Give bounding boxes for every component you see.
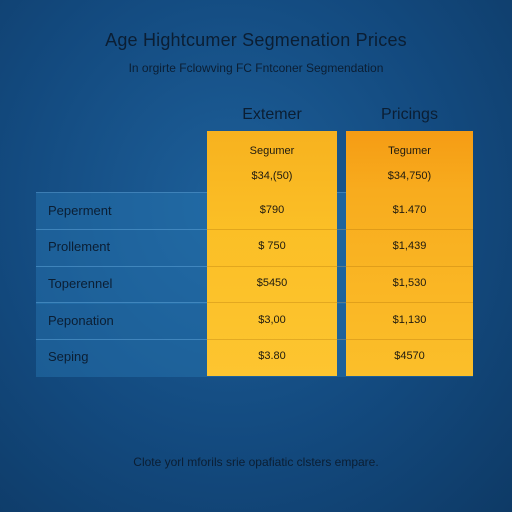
cell-a: $ 750 xyxy=(258,240,286,252)
column-header-extemer: Extemer xyxy=(242,106,302,123)
cell-b: $1,130 xyxy=(392,314,427,326)
subvalue-b: $34,750) xyxy=(387,170,432,182)
subheader-a: Segumer xyxy=(249,145,295,157)
row-label: Peponation xyxy=(48,313,114,328)
column-header-pricings: Pricings xyxy=(381,106,438,123)
row-divider xyxy=(207,266,473,267)
page-subtitle: In orgirte Fclowving FC Fntconer Segmend… xyxy=(128,61,384,75)
subheader-b: Tegumer xyxy=(388,145,431,157)
cell-a: $5450 xyxy=(256,277,288,289)
cell-b: $1.470 xyxy=(392,204,427,216)
cell-a: $790 xyxy=(259,204,285,216)
row-label: Prollement xyxy=(48,239,111,254)
column-pricings xyxy=(346,131,473,376)
cell-a: $3.80 xyxy=(258,350,286,362)
row-label: Seping xyxy=(48,349,89,364)
cell-b: $4570 xyxy=(394,350,425,362)
row-label: Toperennel xyxy=(48,276,113,291)
cell-b: $1,439 xyxy=(392,240,427,252)
subvalue-a: $34,(50) xyxy=(251,170,293,182)
footer-note: Clote yorl mforils srie opafiatic clster… xyxy=(133,455,379,469)
column-extemer xyxy=(207,131,337,376)
row-divider xyxy=(207,339,473,340)
row-divider xyxy=(207,302,473,303)
row-label: Peperment xyxy=(48,203,112,218)
row-divider xyxy=(207,229,473,230)
cell-b: $1,530 xyxy=(392,277,427,289)
cell-a: $3,00 xyxy=(258,314,286,326)
page-title: Age Hightcumer Segmenation Prices xyxy=(105,30,407,50)
